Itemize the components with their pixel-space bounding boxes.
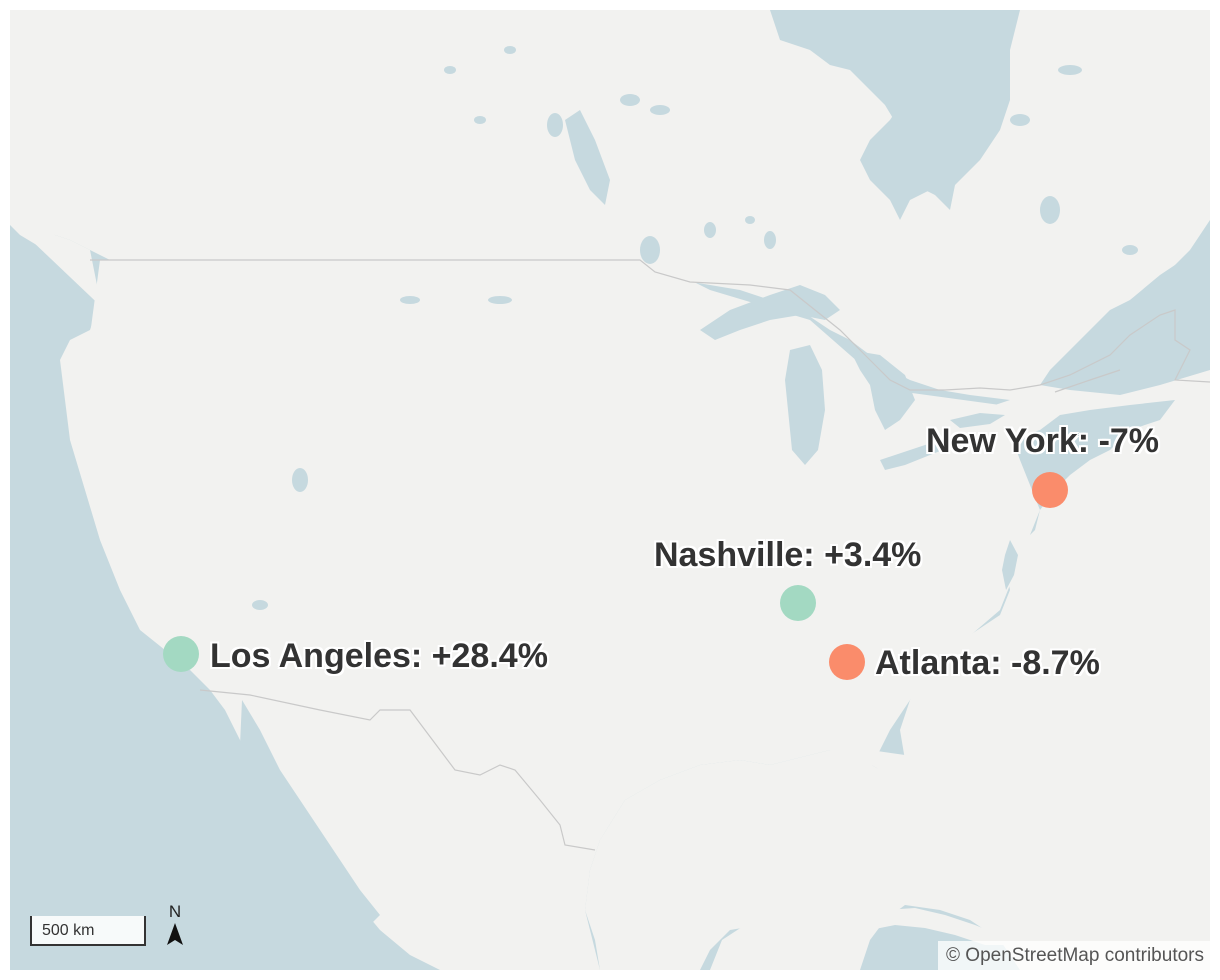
lake-erie <box>880 440 955 470</box>
scale-bar: 500 km <box>30 916 146 946</box>
north-arrow: N <box>163 903 187 952</box>
yucatan <box>710 923 805 970</box>
cuba <box>855 908 1010 945</box>
alaska-border <box>1054 369 1121 393</box>
landmass-north-america <box>10 10 1210 970</box>
florida <box>870 750 935 860</box>
lake-superior <box>700 285 840 340</box>
north-arrow-icon <box>167 923 183 945</box>
map-view[interactable]: New York: -7% Nashville: +3.4% Los Angel… <box>10 10 1210 970</box>
small-lakes <box>252 46 1138 610</box>
lake-michigan <box>785 345 825 465</box>
vancouver-island <box>10 205 70 260</box>
bahamas <box>955 838 1005 894</box>
us-mexico-border <box>199 689 596 851</box>
marker-atlanta[interactable] <box>829 644 865 680</box>
label-atlanta: Atlanta: -8.7% <box>875 644 1100 682</box>
label-new-york: New York: -7% <box>926 422 1160 460</box>
scale-bar-label: 500 km <box>42 922 95 939</box>
gulf-of-california <box>240 700 380 925</box>
us-canada-border <box>90 259 1210 391</box>
basemap <box>10 10 1210 970</box>
lake-huron <box>850 350 915 430</box>
marker-los-angeles[interactable] <box>163 636 199 672</box>
st-lawrence <box>1040 240 1210 385</box>
marker-new-york[interactable] <box>1032 472 1068 508</box>
country-borders <box>90 259 1210 851</box>
label-los-angeles: Los Angeles: +28.4% <box>210 637 548 675</box>
lake-winnipeg <box>565 110 610 205</box>
attribution[interactable]: © OpenStreetMap contributors <box>938 941 1210 970</box>
marker-nashville[interactable] <box>780 585 816 621</box>
label-nashville: Nashville: +3.4% <box>654 536 922 574</box>
north-label: N <box>168 902 182 921</box>
chesapeake-bay <box>1002 540 1018 590</box>
lake-ontario <box>950 413 1005 428</box>
hudson-bay <box>780 10 1010 195</box>
